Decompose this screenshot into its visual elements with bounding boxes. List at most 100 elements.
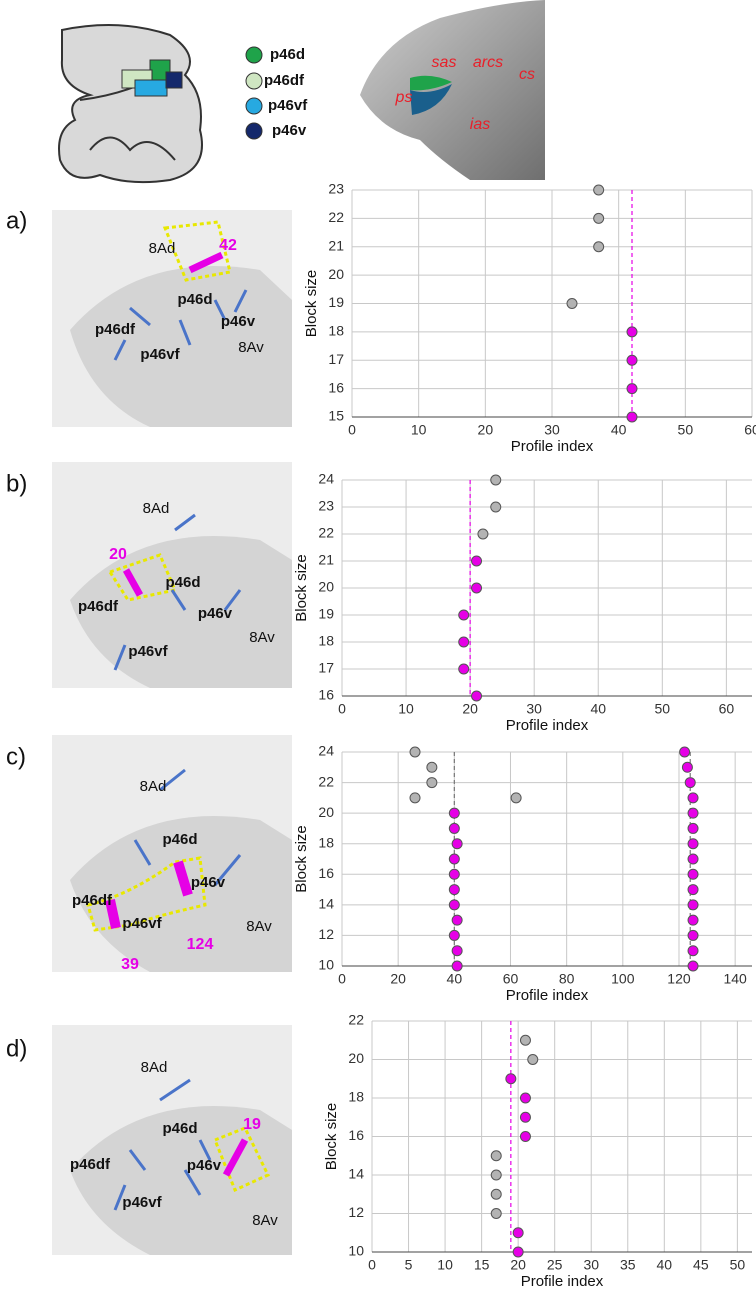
legend-swatch [245,122,263,140]
panel-letter: d) [6,1035,27,1062]
y-tick-label: 19 [328,294,344,310]
x-tick-label: 20 [390,971,406,987]
data-point [684,777,696,789]
x-tick-label: 30 [583,1257,599,1273]
x-tick-label: 30 [544,422,560,438]
data-point [527,1054,539,1065]
x-tick-label: 45 [693,1257,709,1273]
y-tick-label: 16 [318,865,334,881]
data-point [477,528,489,540]
region-label: p46vf [140,346,180,363]
legend-swatch [245,97,263,115]
data-point [519,1111,531,1123]
y-tick-label: 12 [348,1204,364,1220]
x-tick-label: 15 [474,1257,490,1273]
profile-index: 42 [219,237,237,254]
data-point [490,1169,502,1181]
y-tick-label: 14 [348,1166,364,1182]
x-tick-label: 140 [723,971,747,987]
y-tick-label: 18 [318,834,334,850]
coronal-section [58,24,203,184]
x-axis-title: Profile index [506,717,589,734]
x-tick-label: 100 [611,971,635,987]
x-tick-label: 40 [447,971,463,987]
brain-label: ias [470,116,490,133]
panel-letter: c) [6,743,26,770]
histology [52,210,292,427]
x-tick-label: 10 [398,701,414,717]
data-point [458,609,470,621]
y-tick-label: 16 [348,1127,364,1143]
y-tick-label: 16 [318,687,334,703]
data-point [566,298,578,309]
data-point [448,899,460,911]
y-tick-label: 24 [318,743,334,759]
area-p46vf [134,79,168,97]
y-tick-label: 21 [318,552,334,568]
x-tick-label: 25 [547,1257,563,1273]
y-tick-label: 10 [348,1243,364,1259]
region-label: p46vf [122,1194,162,1211]
data-point [471,582,483,594]
data-point [448,853,460,865]
region-label: 8Ad [149,240,176,257]
region-label: 8Av [252,1212,278,1229]
x-tick-label: 60 [503,971,519,987]
data-point [426,777,438,789]
plot-area [342,752,752,966]
x-tick-label: 30 [526,701,542,717]
data-point [687,945,699,957]
data-point [519,1034,531,1046]
y-tick-label: 14 [318,896,334,912]
data-point [448,884,460,896]
data-point [687,807,699,819]
data-point [626,383,638,395]
data-point [471,690,483,702]
brain-label: sas [432,54,457,71]
y-tick-label: 22 [318,773,334,789]
data-point [448,868,460,880]
brain-surface [360,0,545,180]
legend-swatch [245,46,263,64]
chart: 0 10 20 30 40 50 60 16 17 18 19 20 21 22 23 24 Profile i… [293,471,752,734]
data-point [409,792,421,804]
data-point [510,792,522,804]
histology [52,1025,292,1255]
region-label: p46vf [122,915,162,932]
y-axis-title: Block size [303,270,320,338]
data-point [451,945,463,957]
y-tick-label: 24 [318,471,334,487]
chart: 0 10 20 30 40 50 60 15 16 17 18 19 20 21 22 23 Profile i… [303,181,756,455]
y-tick-label: 23 [328,181,344,197]
y-tick-label: 22 [328,209,344,225]
y-axis-title: Block size [323,1103,340,1171]
data-point [505,1073,517,1085]
data-point [458,663,470,675]
x-axis-title: Profile index [511,438,594,455]
x-tick-label: 10 [437,1257,453,1273]
y-tick-label: 20 [318,579,334,595]
x-tick-label: 60 [719,701,735,717]
data-point [448,807,460,819]
brain-label: ps [395,89,413,106]
region-label: p46v [187,1157,222,1174]
data-point [687,914,699,926]
data-point [451,914,463,926]
region-label: p46d [162,1120,197,1137]
y-tick-label: 18 [328,323,344,339]
data-point [451,838,463,850]
data-point [490,501,502,513]
data-point [593,241,605,253]
region-label: 8Ad [140,778,167,795]
y-tick-label: 16 [328,379,344,395]
legend-label: p46vf [268,97,308,114]
region-label: p46df [72,892,113,909]
data-point [681,761,693,773]
x-tick-label: 0 [348,422,356,438]
x-tick-label: 50 [730,1257,746,1273]
x-axis-title: Profile index [506,987,589,1004]
y-tick-label: 20 [348,1050,364,1066]
data-point [687,929,699,941]
data-point [687,899,699,911]
